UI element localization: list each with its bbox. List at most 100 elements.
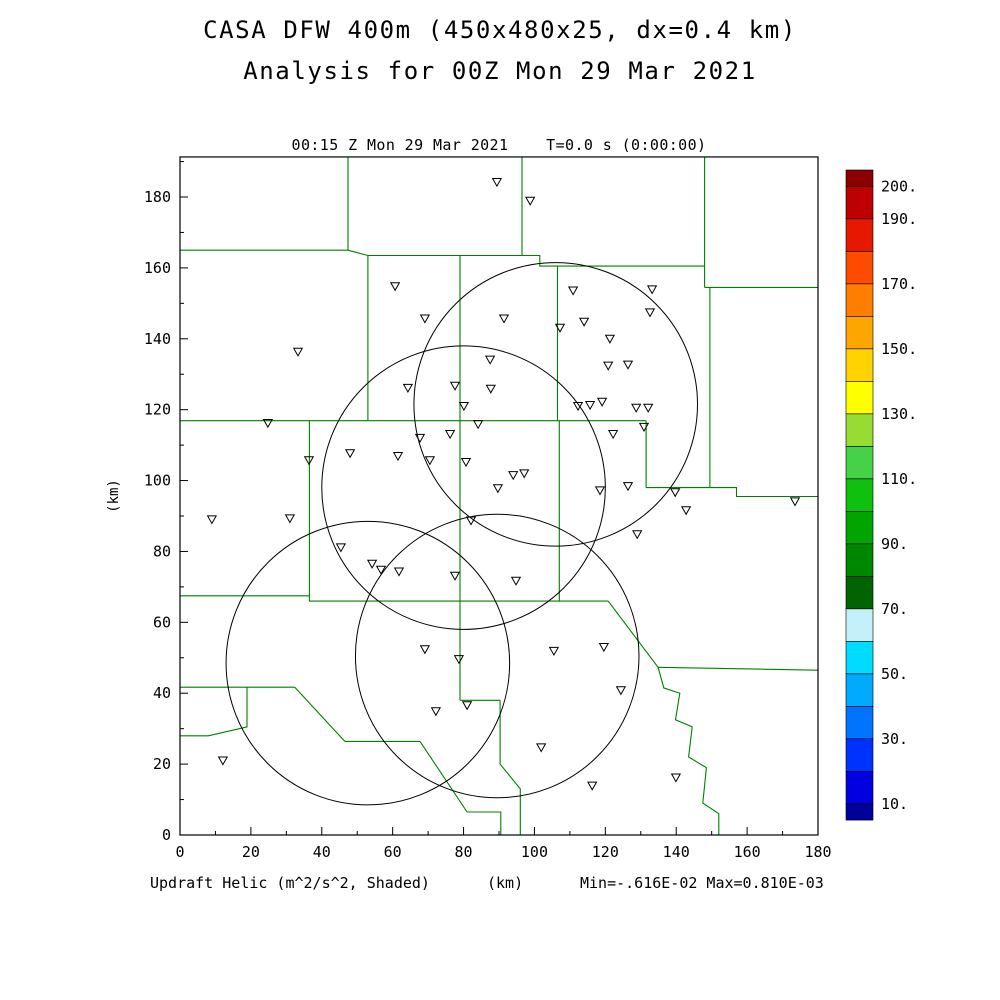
county-boundary-line <box>467 811 502 835</box>
figure-title: CASA DFW 400m (450x480x25, dx=0.4 km) <box>203 16 797 44</box>
station-marker <box>587 781 598 791</box>
station-marker <box>510 576 522 586</box>
radar-range-ring <box>354 513 640 799</box>
station-marker <box>789 497 801 507</box>
station-marker <box>484 355 496 365</box>
station-marker <box>631 403 642 413</box>
y-tick-label: 0 <box>162 826 171 844</box>
y-tick-label: 80 <box>153 542 171 560</box>
station-marker <box>554 323 566 333</box>
station-marker <box>393 567 405 577</box>
station-marker <box>615 686 627 696</box>
colorbar-label: 50. <box>881 665 908 683</box>
station-marker <box>458 402 470 412</box>
x-tick-label: 120 <box>592 843 619 861</box>
radar-range-ring <box>225 520 511 806</box>
x-tick-label: 60 <box>384 843 402 861</box>
station-marker <box>670 773 682 783</box>
county-boundary-line <box>657 667 720 835</box>
county-boundary-line <box>347 249 522 257</box>
plot-timestamp: 00:15 Z Mon 29 Mar 2021 T=0.0 s (0:00:00… <box>291 136 707 154</box>
colorbar-block <box>845 186 874 220</box>
colorbar-label: 90. <box>881 535 908 553</box>
colorbar-block <box>845 218 874 252</box>
y-tick-label: 160 <box>144 259 171 277</box>
station-marker <box>485 384 496 394</box>
y-tick-label: 100 <box>144 472 171 490</box>
colorbar-block <box>845 510 874 545</box>
station-marker <box>303 456 315 466</box>
y-tick-label: 20 <box>153 755 171 773</box>
station-marker <box>548 646 560 657</box>
station-marker <box>607 430 619 440</box>
radar-range-ring <box>413 262 698 547</box>
colorbar-label: 10. <box>881 795 908 813</box>
county-boundary-line <box>419 741 468 813</box>
colorbar-block <box>845 640 874 675</box>
colorbar-block <box>845 283 874 317</box>
colorbar-label: 110. <box>881 470 917 488</box>
station-marker <box>389 282 401 292</box>
station-marker <box>567 286 579 296</box>
colorbar-block <box>845 445 874 480</box>
station-marker <box>465 516 477 526</box>
x-tick-label: 100 <box>521 843 548 861</box>
colorbar-block <box>845 315 874 350</box>
station-marker <box>217 756 229 766</box>
colorbar-block <box>845 169 874 187</box>
colorbar-block <box>845 251 874 285</box>
station-marker <box>402 383 414 394</box>
y-tick-label: 60 <box>153 613 171 631</box>
station-marker <box>444 430 456 440</box>
station-marker <box>375 565 387 575</box>
colorbar-block <box>845 673 874 707</box>
county-boundary-line <box>709 487 818 498</box>
station-marker <box>491 178 503 188</box>
station-marker <box>536 743 547 753</box>
station-marker <box>596 397 608 407</box>
x-axis-title: (km) <box>487 874 524 892</box>
colorbar-label: 30. <box>881 730 908 748</box>
colorbar-label: 170. <box>881 275 917 293</box>
station-marker <box>644 308 656 318</box>
colorbar-label: 150. <box>881 340 917 358</box>
figure-subtitle: Analysis for 00Z Mon 29 Mar 2021 <box>243 57 757 85</box>
x-tick-label: 20 <box>242 843 260 861</box>
county-boundary-line <box>294 686 346 742</box>
station-marker <box>622 482 634 492</box>
station-marker <box>344 449 356 459</box>
colorbar-label: 70. <box>881 600 908 618</box>
station-marker <box>414 433 426 444</box>
station-marker <box>632 530 643 540</box>
colorbar-block <box>845 770 874 805</box>
x-tick-label: 40 <box>313 843 331 861</box>
colorbar-block <box>845 478 874 512</box>
station-marker <box>584 401 596 411</box>
station-marker <box>430 707 442 717</box>
station-marker <box>646 285 658 295</box>
x-tick-label: 160 <box>734 843 761 861</box>
station-marker <box>284 514 296 524</box>
station-marker <box>460 458 472 468</box>
station-marker <box>670 488 681 498</box>
colorbar-block <box>845 543 874 577</box>
station-marker <box>419 314 431 324</box>
x-tick-label: 80 <box>455 843 473 861</box>
colorbar-block <box>845 348 874 382</box>
colorbar-label: 130. <box>881 405 917 423</box>
y-tick-label: 120 <box>144 401 171 419</box>
station-marker <box>366 559 378 569</box>
radar-range-ring <box>321 345 606 630</box>
station-marker <box>335 543 347 553</box>
station-marker <box>449 381 461 391</box>
colorbar-block <box>845 413 874 447</box>
plot-frame <box>179 156 819 836</box>
station-marker <box>604 334 616 344</box>
x-tick-label: 0 <box>175 843 184 861</box>
field-caption: Updraft Helic (m^2/s^2, Shaded) <box>150 874 430 892</box>
station-marker <box>525 196 536 206</box>
station-marker <box>598 643 610 653</box>
county-boundary-line <box>499 700 521 835</box>
